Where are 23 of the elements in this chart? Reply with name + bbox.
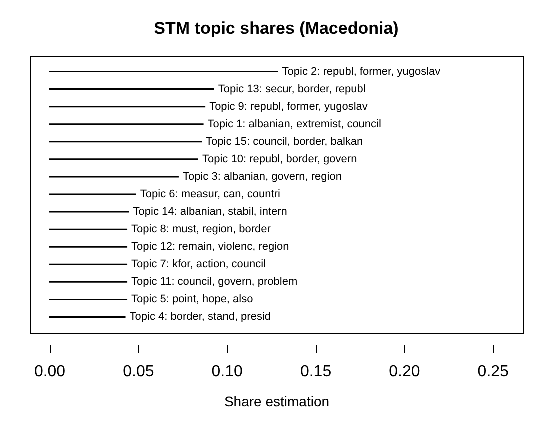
y-tick-label: Topic 7: kfor, action, council (132, 258, 266, 271)
x-tick-label: 0.15 (300, 364, 332, 380)
y-tick-label: Topic 15: council, border, balkan (206, 136, 364, 148)
chart-title: STM topic shares (Macedonia) (154, 19, 399, 38)
y-tick-label: Topic 10: republ, border, govern (202, 153, 358, 166)
x-tick-label: 0.00 (34, 364, 66, 380)
y-tick-label: Topic 13: secur, border, republ (218, 83, 366, 96)
x-tick-label: 0.20 (389, 364, 420, 380)
y-tick-label: Topic 14: albanian, stabil, intern (133, 206, 288, 218)
y-tick-label: Topic 11: council, govern, problem (132, 276, 298, 288)
y-tick-label: Topic 5: point, hope, also (132, 294, 254, 306)
y-tick-label: Topic 1: albanian, extremist, council (208, 118, 382, 130)
x-tick-label: 0.25 (478, 364, 510, 380)
y-tick-label: Topic 2: republ, former, yugoslav (282, 66, 442, 78)
x-axis-title: Share estimation (224, 394, 330, 410)
y-tick-label: Topic 4: border, stand, presid (130, 311, 272, 324)
y-tick-label: Topic 8: must, region, border (132, 224, 272, 236)
y-tick-label: Topic 6: measur, can, countri (140, 188, 280, 200)
x-tick-label: 0.05 (123, 364, 154, 380)
x-tick-label: 0.10 (212, 364, 244, 380)
y-tick-label: Topic 9: republ, former, yugoslav (210, 100, 368, 113)
y-tick-label: Topic 3: albanian, govern, region (182, 170, 342, 183)
y-tick-label: Topic 12: remain, violenc, region (132, 241, 290, 254)
